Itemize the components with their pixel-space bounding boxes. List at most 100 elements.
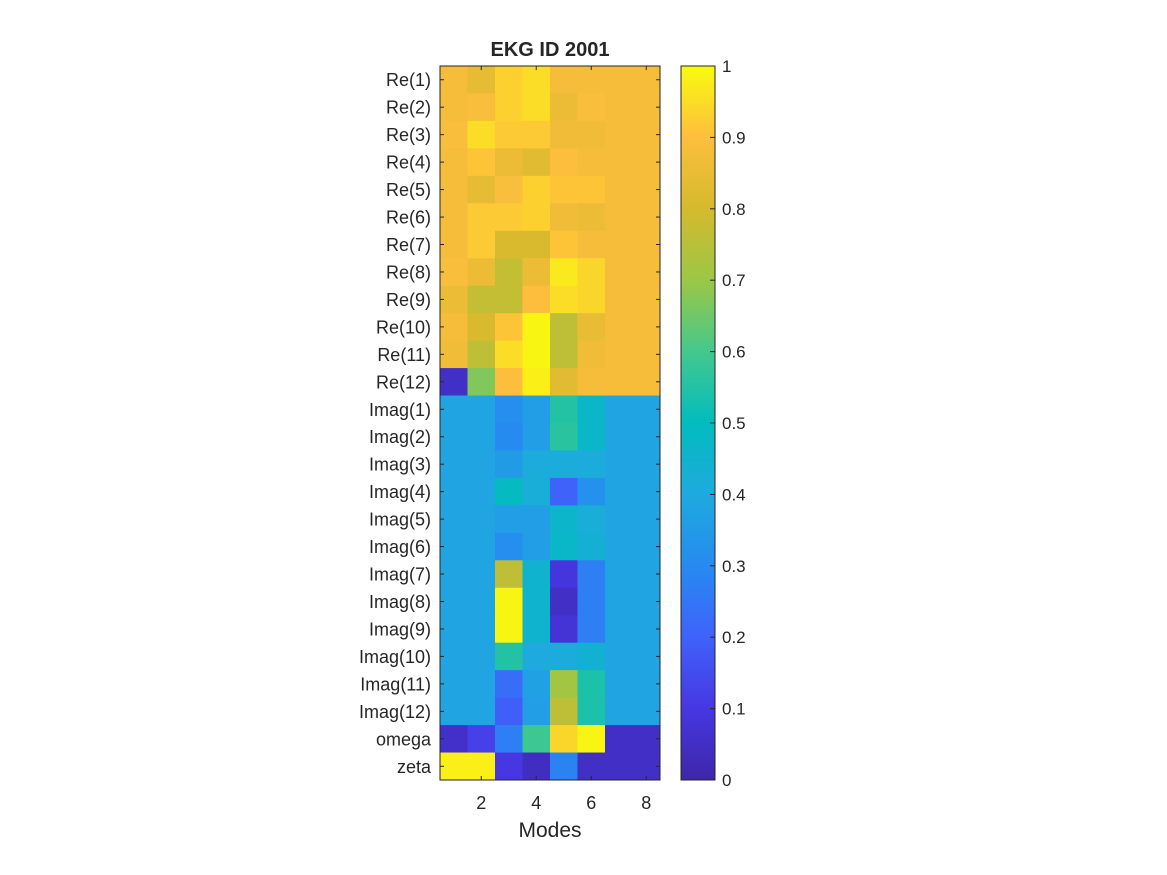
colorbar-tick-label: 0 [722,771,731,790]
heatmap-cell [632,258,661,287]
heatmap-cell [440,450,468,479]
heatmap-cell [522,258,551,287]
heatmap-cell [577,532,606,561]
heatmap-cell [550,642,578,671]
heatmap-cell [522,752,551,781]
heatmap-cell [440,697,468,726]
heatmap-cell [550,120,578,149]
heatmap-cell [467,285,496,314]
row-label: Imag(9) [369,619,431,639]
heatmap-cell [632,175,661,204]
heatmap-cell [577,258,606,287]
heatmap-cell [605,175,633,204]
colorbar-tick-label: 0.2 [722,628,746,647]
heatmap-cell [577,313,606,342]
row-label: Imag(4) [369,482,431,502]
heatmap-cell [440,340,468,369]
heatmap-cell [632,230,661,259]
x-axis-ticks: 2 4 6 8 [476,66,651,813]
heatmap-cell [522,697,551,726]
row-label: Re(3) [386,125,431,145]
heatmap-cell [632,395,661,424]
heatmap-cell [577,642,606,671]
heatmap-cell [632,148,661,177]
heatmap-cell [495,587,523,616]
heatmap-cell [522,587,551,616]
heatmap-cell [495,120,523,149]
heatmap-cell [440,615,468,644]
row-label: Imag(2) [369,427,431,447]
heatmap-cell [605,670,633,699]
heatmap-cell [605,230,633,259]
heatmap-cell [577,752,606,781]
row-label: Re(4) [386,153,431,173]
heatmap-cell [605,615,633,644]
heatmap-cell [495,258,523,287]
heatmap-cell [550,423,578,451]
heatmap-cell [522,285,551,314]
row-label: Re(12) [376,372,431,392]
heatmap-cells [440,66,661,781]
x-axis-label: Modes [518,819,581,842]
heatmap-cell [550,66,578,94]
heatmap-cell [467,120,496,149]
heatmap-cell [467,725,496,753]
plot-frame [439,65,661,781]
heatmap-cell [495,66,523,94]
heatmap-cell [495,395,523,424]
heatmap-cell [577,697,606,726]
heatmap-cell [632,340,661,369]
heatmap-cell [632,752,661,781]
heatmap-cell [605,148,633,177]
heatmap-cell [577,423,606,451]
heatmap-cell [440,285,468,314]
heatmap-cell [632,615,661,644]
heatmap-cell [605,120,633,149]
heatmap-cell [522,313,551,342]
row-label: Re(2) [386,98,431,118]
heatmap-cell [577,450,606,479]
heatmap-cell [522,368,551,396]
heatmap-cell [522,120,551,149]
heatmap-cell [495,477,523,506]
heatmap-cell [495,175,523,204]
heatmap-cell [632,203,661,232]
heatmap-cell [440,752,468,781]
heatmap-cell [550,752,578,781]
heatmap-cell [577,615,606,644]
heatmap-cell [467,670,496,699]
heatmap-cell [467,148,496,177]
heatmap-cell [577,395,606,424]
heatmap-cell [577,505,606,534]
heatmap-cell [632,477,661,506]
heatmap-cell [605,340,633,369]
heatmap-cell [495,423,523,451]
heatmap-cell [577,175,606,204]
heatmap-cell [522,477,551,506]
chart-title: EKG ID 2001 [491,39,610,61]
colorbar-tick-label: 0.8 [722,200,746,219]
row-label: Re(11) [377,345,431,365]
heatmap-cell [550,532,578,561]
heatmap-cell [522,203,551,232]
heatmap-cell [605,450,633,479]
heatmap-cell [632,93,661,122]
heatmap-cell [605,66,633,94]
row-label: Re(10) [376,317,431,337]
heatmap-cell [605,642,633,671]
heatmap-cell [632,368,661,396]
colorbar-tick-label: 0.4 [722,485,746,504]
heatmap-cell [577,368,606,396]
colorbar: 0 0.1 0.2 0.3 0.4 0.5 0.6 0.7 0.8 0.9 1 [680,57,746,790]
heatmap-cell [440,642,468,671]
row-label: Re(1) [386,70,431,90]
row-label: Imag(1) [369,400,431,420]
heatmap-cell [605,203,633,232]
heatmap-cell [550,725,578,753]
heatmap-cell [440,670,468,699]
heatmap-cell [440,93,468,122]
heatmap-cell [522,93,551,122]
heatmap-cell [495,230,523,259]
heatmap-cell [632,423,661,451]
heatmap-cell [577,560,606,589]
